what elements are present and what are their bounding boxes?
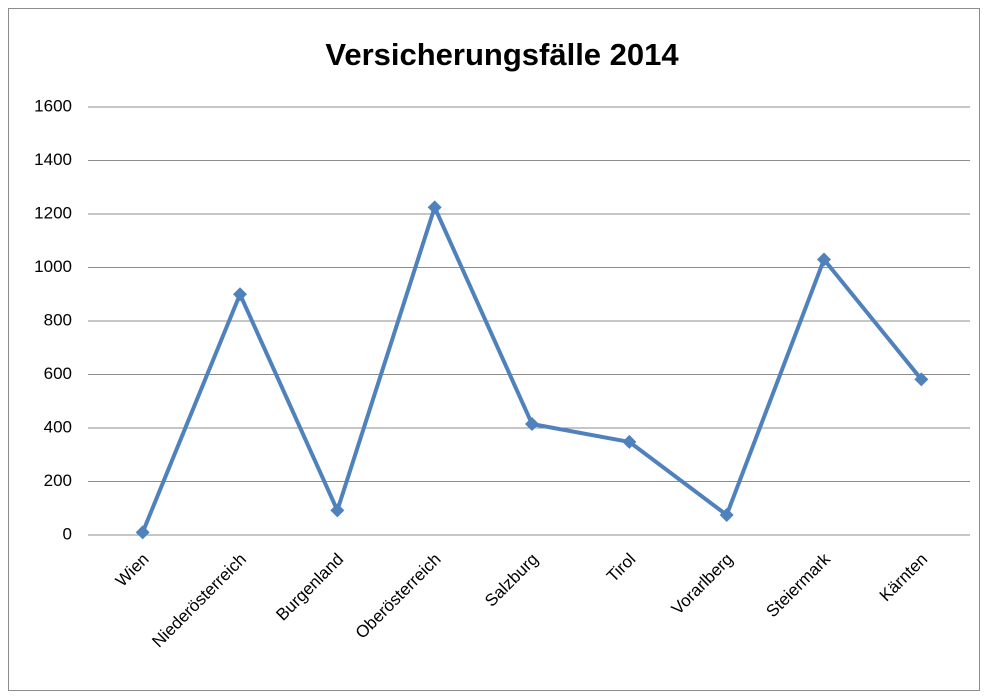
y-tick-label: 1600: [34, 96, 72, 115]
y-tick-label: 400: [44, 417, 72, 436]
marker: [330, 503, 345, 518]
marker: [233, 287, 247, 302]
chart-border: [8, 8, 980, 691]
y-tick-label: 1200: [34, 203, 72, 222]
marker: [135, 525, 150, 540]
marker: [817, 252, 831, 267]
y-tick-label: 800: [44, 310, 72, 329]
marker: [719, 507, 734, 522]
marker: [914, 372, 929, 387]
chart-title: Versicherungsfälle 2014: [325, 37, 679, 72]
marker: [622, 434, 637, 449]
y-tick-label: 600: [44, 364, 72, 383]
y-tick-label: 1000: [34, 257, 72, 276]
y-tick-label: 200: [44, 471, 72, 490]
y-tick-label: 1400: [34, 150, 72, 169]
marker: [525, 416, 539, 431]
marker: [427, 200, 442, 215]
y-tick-label: 0: [63, 524, 72, 543]
